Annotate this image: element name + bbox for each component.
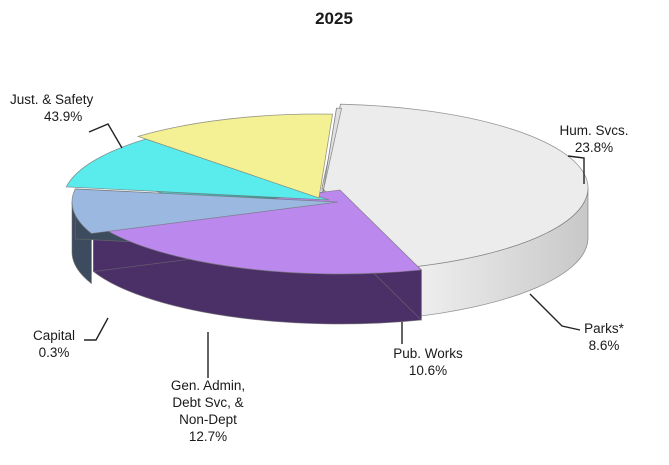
slice-just-safety	[321, 103, 589, 269]
slice-label-hum-svcs: Hum. Svcs. 23.8%	[559, 123, 628, 155]
slice-name: Pub. Works	[393, 346, 463, 361]
slice-percent: 10.6%	[409, 363, 447, 378]
slice-capital	[322, 107, 343, 193]
slice-percent: 23.8%	[575, 140, 613, 155]
slice-name: Parks*	[584, 321, 625, 336]
slice-hum-svcs	[92, 189, 423, 275]
leader-line-hum-svcs	[567, 155, 585, 184]
slice-label-pub-works: Pub. Works 10.6%	[393, 346, 463, 378]
slice-name: Just. & Safety	[10, 92, 94, 107]
slice-gen-admin-debt-svc-non-dept	[136, 113, 334, 199]
leader-line-just-safety	[88, 123, 123, 149]
slice-name: Hum. Svcs.	[559, 123, 628, 138]
leader-line-capital	[84, 317, 109, 341]
slice-name: Gen. Admin,	[171, 378, 245, 393]
slice-labels: Just. & Safety 43.9% Hum. Svcs. 23.8% Parks*…	[10, 92, 629, 444]
slice-percent: 0.3%	[39, 345, 70, 360]
slice-pub-works	[65, 137, 330, 201]
slice-label-just-safety: Just. & Safety 43.9%	[10, 92, 94, 124]
slice-percent: 8.6%	[589, 338, 620, 353]
slice-label-gen-admin-debt-svc-non-dept: Gen. Admin, Debt Svc, & Non-Dept 12.7%	[171, 378, 245, 444]
slice-name: Capital	[33, 328, 75, 343]
slice-percent: 12.7%	[189, 429, 227, 444]
slice-label-capital: Capital 0.3%	[33, 328, 75, 360]
slice-name: Debt Svc, &	[172, 395, 243, 410]
slice-tops	[65, 103, 589, 275]
chart-title: 2025	[315, 9, 353, 28]
slice-name: Non-Dept	[179, 412, 237, 427]
slice-parks	[71, 188, 339, 234]
slice-label-parks: Parks* 8.6%	[584, 321, 625, 353]
slice-percent: 43.9%	[44, 109, 82, 124]
leader-line-parks	[529, 293, 581, 331]
